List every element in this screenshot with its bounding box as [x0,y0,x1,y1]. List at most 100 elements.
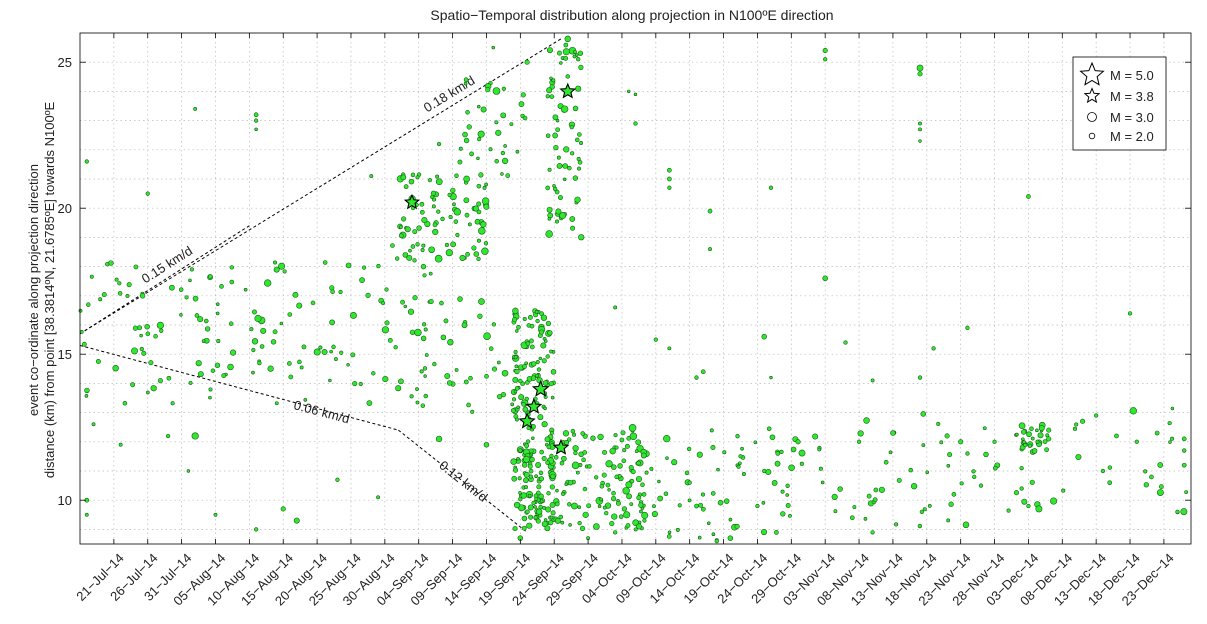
event-point [992,439,997,444]
event-point [628,465,634,471]
event-point [400,174,407,181]
event-point [633,92,638,97]
event-point [535,518,541,524]
event-point [500,172,504,176]
event-point [609,447,616,455]
event-point [381,326,390,334]
event-point [849,515,855,521]
event-point [577,166,581,171]
event-point [477,104,481,109]
event-point [501,157,509,165]
event-point [186,469,191,473]
event-point [621,458,627,464]
event-point [329,349,333,354]
event-point [533,505,537,509]
event-point [736,464,741,469]
event-point [555,127,560,133]
event-point [613,433,618,438]
event-point [221,373,227,379]
event-point [962,521,970,529]
event-point [254,118,259,123]
event-point [624,443,630,449]
event-point [448,214,453,220]
event-point [415,175,420,180]
event-point [366,400,373,406]
event-point [526,522,533,529]
event-point [644,470,649,475]
event-point [539,499,544,504]
event-point [635,523,642,530]
event-point [1072,426,1078,431]
event-point [577,160,583,165]
event-point [249,327,254,332]
event-point [538,470,544,476]
chart-title: Spatio−Temporal distribution along proje… [430,7,833,23]
event-point [214,362,221,368]
event-point [577,132,582,137]
event-point [482,185,487,190]
event-point [179,313,183,317]
event-point [1019,486,1024,491]
event-point [931,346,936,351]
event-point [636,495,642,501]
event-point [918,121,922,126]
legend-star-marker [1079,61,1105,86]
legend-label: M = 3.0 [1110,110,1154,125]
event-point [594,475,599,480]
event-point [629,432,638,441]
event-point [409,394,414,399]
event-point [605,460,613,468]
event-point [982,426,987,431]
event-point [525,509,530,514]
event-point [84,159,89,164]
event-point [618,514,624,519]
event-point [597,433,604,441]
event-point [611,513,618,520]
event-point [613,530,618,535]
event-point [549,453,554,459]
event-point [677,503,682,508]
event-point [420,403,426,408]
event-point [446,380,453,386]
event-point [570,225,576,231]
event-point [1035,428,1039,433]
event-point [694,375,699,380]
event-point [790,446,797,453]
event-point [467,222,472,227]
event-point [535,318,540,324]
event-point [84,394,89,398]
event-point [1013,490,1020,496]
legend: M = 5.0 M = 3.8 M = 3.0 M = 2.0 [1072,56,1167,151]
event-point [788,464,795,472]
event-point [555,488,559,493]
event-point [741,471,746,477]
event-point [769,375,773,380]
event-point [279,321,284,326]
event-point [572,54,577,59]
event-point [501,369,509,377]
event-point [436,209,441,214]
event-point [252,309,257,315]
event-point [535,462,542,468]
event-point [1100,468,1106,474]
event-point [419,201,425,207]
event-point [480,106,487,113]
event-point [178,287,184,292]
event-point [1019,465,1024,471]
event-point [771,479,778,486]
event-point [170,401,175,406]
event-point [133,264,139,270]
event-point [978,483,984,488]
event-point [738,454,743,459]
event-point [452,202,456,207]
event-point [1167,421,1172,426]
event-point [780,511,786,517]
event-point [613,305,618,310]
event-point [518,101,525,108]
event-point [522,115,528,121]
event-point [572,445,579,452]
event-point [614,474,619,480]
event-point [420,263,427,270]
event-point [546,47,553,54]
event-point [629,478,635,484]
